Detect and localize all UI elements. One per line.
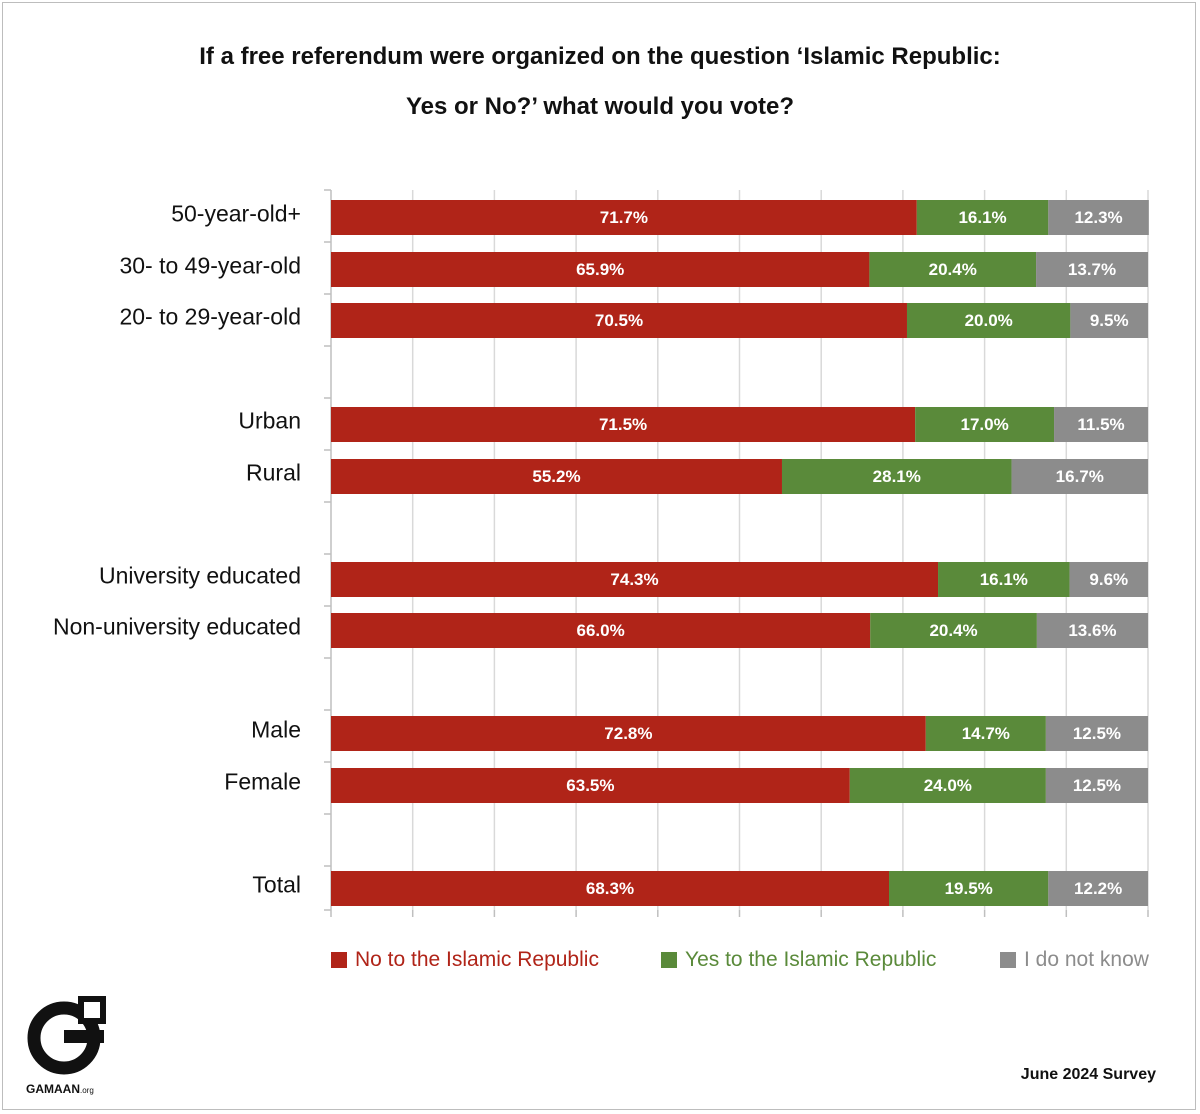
value-label: 74.3%: [610, 570, 658, 589]
legend-swatch-dont-know: [1000, 952, 1016, 968]
value-label: 70.5%: [595, 311, 643, 330]
value-label: 16.1%: [958, 208, 1006, 227]
category-label: Male: [251, 717, 301, 743]
bar-segment: [331, 459, 782, 494]
value-label: 71.5%: [599, 415, 647, 434]
bar-segment: [915, 407, 1055, 442]
value-label: 20.0%: [965, 311, 1013, 330]
category-label: 30- to 49-year-old: [119, 253, 301, 279]
value-label: 13.7%: [1068, 260, 1116, 279]
value-label: 28.1%: [873, 467, 921, 486]
bar-segment: [1048, 200, 1149, 235]
bar-segment: [781, 459, 1012, 494]
value-label: 65.9%: [576, 260, 624, 279]
value-label: 11.5%: [1077, 415, 1124, 434]
category-label: Non-university educated: [53, 614, 301, 640]
category-label: University educated: [99, 563, 301, 589]
chart-title-line-2: Yes or No?’ what would you vote?: [405, 93, 795, 120]
bar-segment: [849, 768, 1046, 803]
category-label: Urban: [238, 408, 301, 434]
bar-segment: [331, 716, 926, 751]
value-label: 9.6%: [1089, 570, 1128, 589]
category-label: 20- to 29-year-old: [119, 304, 301, 330]
value-label: 14.7%: [962, 724, 1010, 743]
bar-segment: [1011, 459, 1148, 494]
value-label: 55.2%: [532, 467, 580, 486]
legend-label-yes: Yes to the Islamic Republic: [685, 948, 937, 971]
bar-segment: [870, 613, 1037, 648]
value-label: 17.0%: [960, 415, 1008, 434]
bar-segment: [331, 303, 907, 338]
value-label: 13.6%: [1068, 621, 1116, 640]
value-label: 12.2%: [1074, 879, 1122, 898]
legend-label-no: No to the Islamic Republic: [355, 948, 599, 971]
value-label: 71.7%: [600, 208, 648, 227]
value-label: 12.5%: [1073, 776, 1121, 795]
logo-suffix: .org: [80, 1086, 94, 1095]
legend-label-dont-know: I do not know: [1024, 948, 1149, 971]
bar-segment: [331, 252, 870, 287]
logo-name: GAMAAN: [26, 1082, 80, 1096]
legend-item-yes: Yes to the Islamic Republic: [661, 946, 936, 974]
value-label: 63.5%: [566, 776, 614, 795]
value-label: 66.0%: [577, 621, 625, 640]
stacked-bar-chart: 50-year-old+ 71.7% 16.1% 12.3% 30- to 49-yea…: [53, 189, 1149, 917]
chart-title: If a free referendum were organized on t…: [0, 32, 1200, 132]
bar-segment: [1069, 562, 1148, 597]
category-label: Female: [224, 769, 301, 795]
category-label: Rural: [246, 460, 301, 486]
bar-segment: [1036, 252, 1148, 287]
bar-segment: [331, 768, 850, 803]
bar-segment: [938, 562, 1070, 597]
bar-segment: [869, 252, 1037, 287]
bar-segment: [906, 303, 1071, 338]
value-label: 20.4%: [929, 260, 977, 279]
survey-date-footnote: June 2024 Survey: [1020, 1066, 1156, 1083]
bar-segment: [1048, 871, 1148, 906]
legend-swatch-no: [331, 952, 347, 968]
bar-segment: [1045, 716, 1148, 751]
bar-segment: [331, 613, 871, 648]
bar-segment: [331, 562, 939, 597]
value-label: 16.7%: [1056, 467, 1104, 486]
bar-segment: [1054, 407, 1148, 442]
legend-item-no: No to the Islamic Republic: [331, 946, 599, 974]
category-label: Total: [252, 872, 301, 898]
bar-segment: [331, 871, 890, 906]
value-label: 9.5%: [1090, 311, 1129, 330]
value-label: 16.1%: [980, 570, 1028, 589]
bar-segment: [331, 200, 917, 235]
value-label: 12.3%: [1074, 208, 1122, 227]
value-label: 19.5%: [945, 879, 993, 898]
bar-segment: [916, 200, 1049, 235]
value-label: 20.4%: [929, 621, 977, 640]
bar-segment: [1070, 303, 1148, 338]
bar-segment: [925, 716, 1046, 751]
bar-segment: [1045, 768, 1148, 803]
legend-item-dont-know: I do not know: [1000, 946, 1149, 974]
category-label: 50-year-old+: [171, 201, 301, 227]
value-label: 72.8%: [604, 724, 652, 743]
chart-title-line-1: If a free referendum were organized on t…: [199, 43, 1001, 70]
bar-segment: [1036, 613, 1148, 648]
bar-segment: [331, 407, 916, 442]
logo-wordmark: GAMAAN.org: [26, 1082, 94, 1096]
legend-swatch-yes: [661, 952, 677, 968]
value-label: 68.3%: [586, 879, 634, 898]
value-label: 12.5%: [1073, 724, 1121, 743]
value-label: 24.0%: [924, 776, 972, 795]
gamaan-logo-icon: [27, 996, 106, 1075]
bar-segment: [889, 871, 1049, 906]
